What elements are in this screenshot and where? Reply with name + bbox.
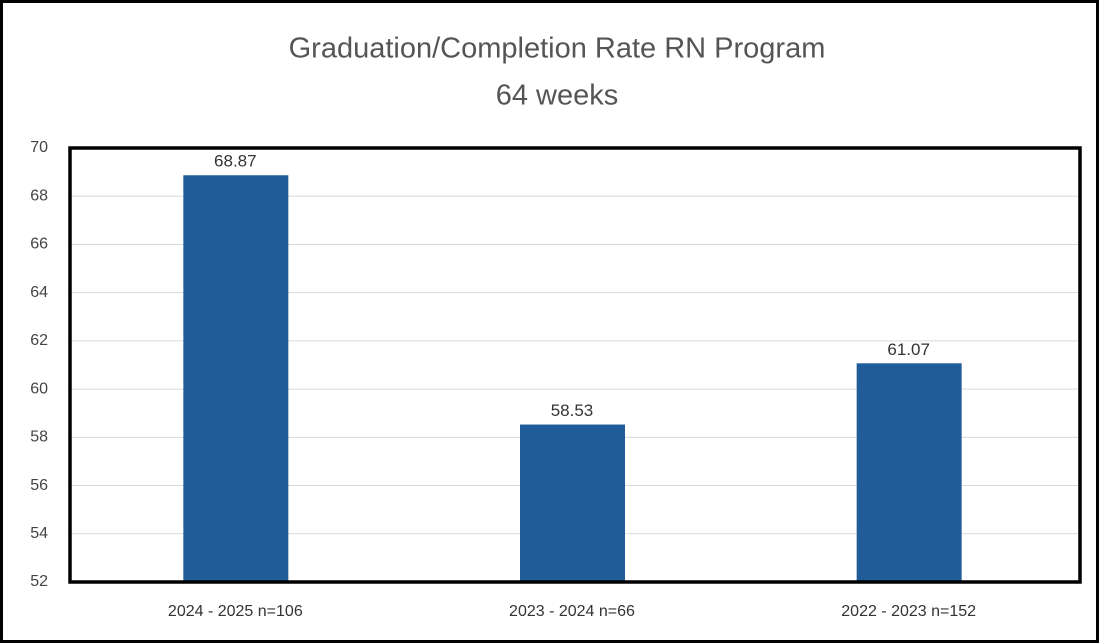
y-tick-label: 68	[30, 187, 48, 204]
y-tick-label: 56	[30, 477, 48, 494]
data-label: 58.53	[551, 401, 594, 420]
y-tick-label: 52	[30, 573, 48, 590]
y-tick-label: 54	[30, 525, 48, 542]
plot-area: 52 54 56 58 60 62 64 66 68 70 2024 - 2025 n=106 68.…	[30, 139, 1080, 620]
data-label: 61.07	[887, 340, 930, 359]
y-tick-label: 60	[30, 380, 48, 397]
y-tick-label: 66	[30, 236, 48, 253]
chart-subtitle: 64 weeks	[496, 80, 619, 112]
x-tick-label: 2024 - 2025 n=106	[168, 603, 303, 620]
x-tick-label: 2023 - 2024 n=66	[509, 603, 635, 620]
y-tick-label: 58	[30, 429, 48, 446]
y-tick-label: 64	[30, 284, 48, 301]
y-tick-label: 70	[30, 139, 48, 156]
bar	[520, 424, 625, 582]
x-tick-label: 2022 - 2023 n=152	[841, 603, 976, 620]
chart-title: Graduation/Completion Rate RN Program	[289, 33, 826, 65]
y-tick-label: 62	[30, 332, 48, 349]
data-label: 68.87	[214, 152, 257, 171]
bar	[856, 363, 962, 582]
bar	[183, 175, 289, 583]
plot-frame	[68, 146, 1082, 584]
